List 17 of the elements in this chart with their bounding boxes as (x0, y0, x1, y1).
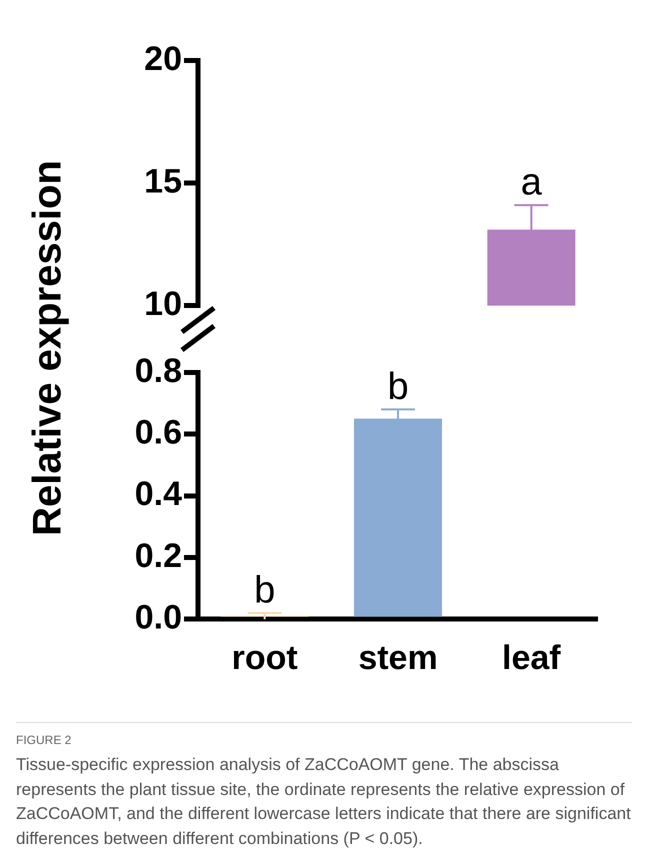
y-axis-title: Relative expression (26, 160, 70, 536)
text: Tissue-specific expression analysis of ZaCCoAOMT gene. The abscissa represents the plant tissue site, the ordinate represents the relative expression of ZaCCoAOMT, and the different lowercase letters indicate that there are significant differences between different combinations (P < 0.05). (16, 754, 632, 850)
y-tick-label: 15 (144, 162, 182, 200)
x-tick-label: leaf (502, 638, 562, 677)
y-tick-label: 0.2 (134, 536, 182, 575)
y-tick-label: 20 (144, 40, 182, 78)
x-tick-label: stem (358, 638, 438, 677)
y-tick-label: 10 (144, 284, 182, 323)
y-tick-label: 0.8 (134, 352, 182, 390)
x-tick-label: root (232, 638, 298, 677)
y-tick-label: 0.4 (134, 475, 182, 514)
caption: FIGURE 2 (16, 733, 72, 747)
annotation: b (254, 570, 276, 612)
y-tick-label: 0.0 (134, 598, 182, 637)
y-tick-label: 0.6 (134, 413, 182, 452)
annotation: a (520, 162, 543, 204)
annotation: b (387, 366, 409, 408)
